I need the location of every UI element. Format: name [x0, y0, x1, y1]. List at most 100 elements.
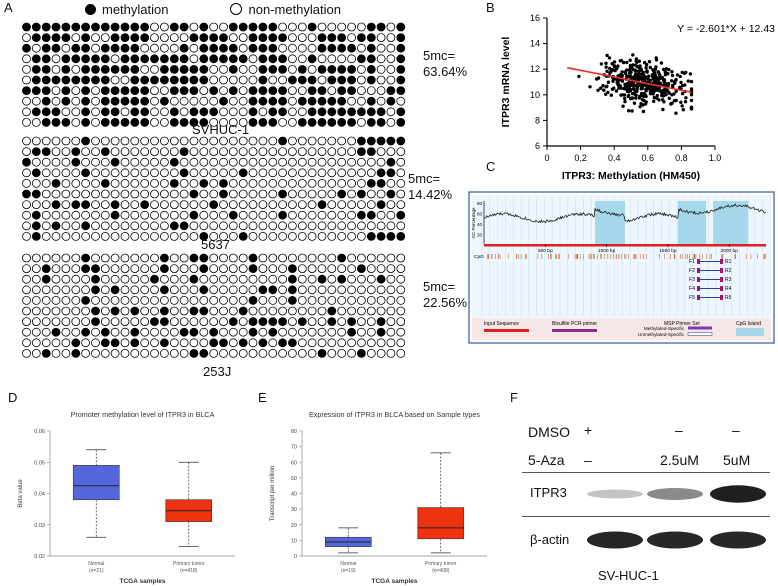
cpg-site-1-4-27 — [278, 54, 288, 64]
cpg-site-1-4-24 — [248, 54, 258, 64]
cpg-site-2-8-20 — [209, 210, 219, 220]
scatter-x-label: ITPR3: Methylation (HM450) — [562, 170, 700, 182]
cpg-site-2-1-11 — [120, 136, 130, 146]
itpr3-band-lane-3 — [710, 485, 766, 503]
cpg-site-1-4-39 — [396, 54, 406, 64]
cpg-site-1-7-9 — [100, 86, 110, 95]
cpg-site-1-2-9 — [100, 33, 110, 43]
box-e-group-name-1: Normal — [340, 561, 356, 567]
cpg-site-3-3-14 — [150, 274, 159, 284]
cpg-site-1-4-34 — [347, 54, 357, 64]
cpg-site-2-6-2 — [31, 189, 41, 199]
block-2-name: 5637 — [201, 237, 230, 252]
cpg-site-3-9-33 — [337, 338, 347, 348]
cpg-site-2-2-34 — [347, 147, 357, 157]
cpg-site-1-2-10 — [110, 33, 120, 43]
cpg-site-3-4-16 — [169, 285, 179, 295]
cpg-site-1-8-14 — [150, 96, 159, 106]
cpg-site-2-5-22 — [228, 178, 238, 188]
cpg-site-3-5-17 — [179, 295, 189, 305]
scatter-point — [604, 65, 608, 69]
cpg-site-1-7-3 — [41, 86, 51, 95]
cpg-site-2-8-30 — [307, 210, 317, 220]
cpg-site-1-1-34 — [347, 22, 357, 32]
cpg-site-2-5-18 — [189, 178, 199, 188]
cpg-site-3-6-8 — [91, 306, 100, 316]
cpg-site-3-10-26 — [268, 348, 278, 358]
cpg-site-2-5-17 — [179, 178, 189, 188]
cpg-site-3-5-8 — [91, 295, 100, 305]
primer-R5-mark — [720, 295, 723, 300]
cpg-site-2-3-21 — [219, 157, 228, 167]
scatter-point — [689, 79, 694, 84]
scatter-point — [627, 109, 631, 113]
cpg-site-1-5-4 — [51, 65, 61, 74]
cpg-site-3-4-28 — [287, 285, 297, 295]
scatter-point — [636, 69, 641, 73]
cpg-site-1-5-39 — [396, 65, 406, 74]
cpg-site-3-4-7 — [81, 285, 90, 295]
cpg-site-1-3-6 — [71, 43, 81, 53]
cpg-site-2-10-6 — [71, 231, 81, 241]
cpg-site-1-5-28 — [287, 65, 297, 74]
cpg-site-2-1-22 — [228, 136, 238, 146]
cpg-site-2-6-33 — [337, 189, 347, 199]
cpg-site-1-6-14 — [150, 75, 159, 85]
cpg-site-1-9-23 — [238, 107, 248, 117]
cpg-site-1-9-22 — [228, 107, 238, 117]
cpg-site-3-2-4 — [51, 264, 61, 274]
cpg-site-3-3-28 — [287, 274, 297, 284]
cpg-site-2-5-13 — [140, 178, 150, 188]
gc-tick-label: 20 — [477, 233, 483, 238]
cpg-site-3-10-18 — [189, 348, 199, 358]
cpg-site-3-10-20 — [209, 348, 219, 358]
cpg-site-3-6-33 — [337, 306, 347, 316]
cpg-site-1-9-36 — [366, 107, 376, 117]
scatter-point — [651, 81, 656, 85]
cpg-site-2-7-19 — [199, 200, 209, 210]
scatter-point — [609, 69, 613, 74]
cpg-site-2-6-29 — [297, 189, 307, 199]
cpg-site-2-6-6 — [71, 189, 81, 199]
itpr3-band-lane-2 — [647, 488, 703, 500]
regression-equation: Y = -2.601*X + 12.43 — [677, 23, 775, 35]
cpg-site-1-6-35 — [356, 75, 366, 85]
cpg-site-1-7-39 — [396, 86, 406, 95]
cpg-site-2-2-10 — [110, 147, 120, 157]
cpg-site-2-8-35 — [356, 210, 366, 220]
cpg-site-2-5-32 — [327, 178, 337, 188]
cpg-site-1-8-26 — [268, 96, 278, 106]
cpg-site-1-1-5 — [61, 22, 71, 32]
cpg-site-2-7-2 — [31, 200, 41, 210]
cpg-site-1-8-25 — [258, 96, 268, 106]
scatter-x-tick-label: 1.0 — [709, 153, 722, 163]
cpg-site-3-10-15 — [159, 348, 169, 358]
scatter-point — [595, 77, 599, 81]
cpg-site-2-2-15 — [159, 147, 169, 157]
cpg-site-1-8-35 — [356, 96, 366, 106]
cpg-site-1-6-4 — [51, 75, 61, 85]
cpg-site-1-1-7 — [81, 22, 90, 32]
cpg-site-1-9-29 — [297, 107, 307, 117]
cpg-site-2-10-33 — [337, 231, 347, 241]
cpg-site-3-9-27 — [278, 338, 288, 348]
cpg-site-1-7-2 — [31, 86, 41, 95]
cpg-site-3-7-17 — [179, 317, 189, 327]
cpg-site-1-3-33 — [337, 43, 347, 53]
scatter-point — [616, 83, 620, 87]
block-3-name: 253J — [203, 364, 232, 379]
cpg-site-1-5-35 — [356, 65, 366, 74]
scatter-point — [648, 78, 653, 83]
cpg-site-2-10-28 — [287, 231, 297, 241]
scatter-point — [655, 88, 659, 92]
cpg-site-1-2-31 — [317, 33, 327, 43]
scatter-point — [642, 91, 646, 96]
scatter-point — [656, 70, 660, 74]
cpg-site-1-8-13 — [140, 96, 150, 106]
cpg-site-1-8-11 — [120, 96, 130, 106]
cpg-site-1-7-16 — [169, 86, 179, 95]
cpg-site-3-7-19 — [199, 317, 209, 327]
cpg-site-2-6-30 — [307, 189, 317, 199]
cpg-site-3-8-16 — [169, 327, 179, 337]
cpg-site-2-2-21 — [219, 147, 228, 157]
